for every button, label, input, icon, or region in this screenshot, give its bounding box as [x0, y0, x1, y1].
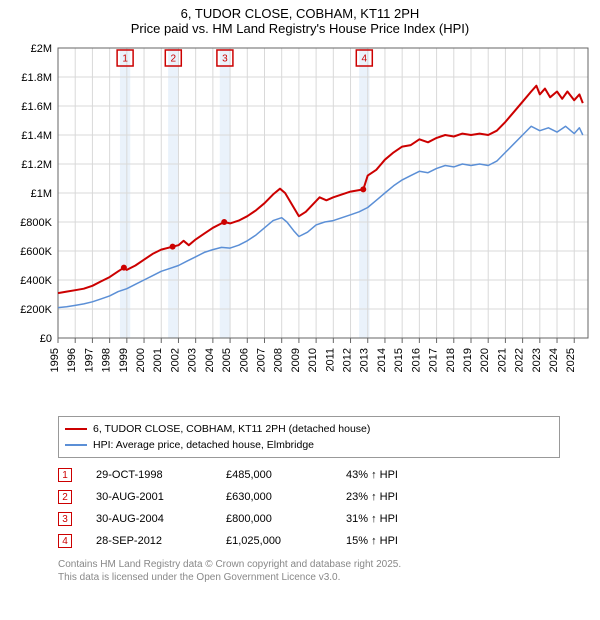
- legend-label: HPI: Average price, detached house, Elmb…: [93, 439, 314, 451]
- svg-text:2: 2: [171, 54, 177, 65]
- legend-swatch: [65, 444, 87, 446]
- svg-text:2024: 2024: [548, 348, 560, 372]
- footer: Contains HM Land Registry data © Crown c…: [58, 558, 600, 584]
- sale-date: 29-OCT-1998: [96, 469, 226, 481]
- table-row: 3 30-AUG-2004 £800,000 31% ↑ HPI: [58, 508, 600, 530]
- sale-pct: 31% ↑ HPI: [346, 513, 446, 525]
- svg-text:2021: 2021: [496, 348, 508, 372]
- svg-text:2012: 2012: [342, 348, 354, 372]
- svg-text:£1.4M: £1.4M: [21, 130, 52, 142]
- svg-text:2001: 2001: [152, 348, 164, 372]
- svg-text:£400K: £400K: [20, 275, 52, 287]
- svg-text:2007: 2007: [255, 348, 267, 372]
- sale-date: 30-AUG-2001: [96, 491, 226, 503]
- svg-text:2010: 2010: [307, 348, 319, 372]
- legend-row: HPI: Average price, detached house, Elmb…: [65, 437, 553, 453]
- chart-container: 6, TUDOR CLOSE, COBHAM, KT11 2PH Price p…: [0, 0, 600, 584]
- svg-text:£0: £0: [40, 333, 52, 345]
- svg-text:£1M: £1M: [31, 188, 52, 200]
- svg-text:2023: 2023: [531, 348, 543, 372]
- sale-price: £630,000: [226, 491, 346, 503]
- chart-svg: £0 £200K £400K £600K £800K £1M £1.2M £1.4M £1.6M…: [0, 38, 600, 408]
- sale-marker-icon: 4: [58, 534, 72, 548]
- sale-price: £800,000: [226, 513, 346, 525]
- sale-marker-icon: 2: [58, 490, 72, 504]
- svg-text:1: 1: [122, 54, 128, 65]
- svg-text:£1.8M: £1.8M: [21, 72, 52, 84]
- svg-text:£1.2M: £1.2M: [21, 159, 52, 171]
- svg-text:2018: 2018: [445, 348, 457, 372]
- table-row: 1 29-OCT-1998 £485,000 43% ↑ HPI: [58, 464, 600, 486]
- svg-text:2000: 2000: [135, 348, 147, 372]
- chart-area: £0 £200K £400K £600K £800K £1M £1.2M £1.4M £1.6M…: [0, 38, 600, 408]
- sale-marker-icon: 1: [58, 468, 72, 482]
- sale-date: 28-SEP-2012: [96, 535, 226, 547]
- legend-swatch: [65, 428, 87, 430]
- svg-text:2019: 2019: [462, 348, 474, 372]
- svg-text:4: 4: [362, 54, 368, 65]
- svg-text:2004: 2004: [204, 348, 216, 372]
- sale-date: 30-AUG-2004: [96, 513, 226, 525]
- svg-text:2003: 2003: [187, 348, 199, 372]
- svg-text:£2M: £2M: [31, 43, 52, 55]
- footer-line: This data is licensed under the Open Gov…: [58, 571, 600, 584]
- svg-text:2002: 2002: [169, 348, 181, 372]
- svg-text:1998: 1998: [101, 348, 113, 372]
- legend-label: 6, TUDOR CLOSE, COBHAM, KT11 2PH (detach…: [93, 423, 370, 435]
- title-address: 6, TUDOR CLOSE, COBHAM, KT11 2PH: [0, 6, 600, 21]
- table-row: 2 30-AUG-2001 £630,000 23% ↑ HPI: [58, 486, 600, 508]
- svg-text:2006: 2006: [238, 348, 250, 372]
- sale-marker-icon: 3: [58, 512, 72, 526]
- svg-text:£800K: £800K: [20, 217, 52, 229]
- sale-pct: 15% ↑ HPI: [346, 535, 446, 547]
- svg-text:2008: 2008: [273, 348, 285, 372]
- svg-text:1996: 1996: [66, 348, 78, 372]
- title-subtitle: Price paid vs. HM Land Registry's House …: [0, 21, 600, 36]
- svg-text:2022: 2022: [514, 348, 526, 372]
- legend: 6, TUDOR CLOSE, COBHAM, KT11 2PH (detach…: [58, 416, 560, 458]
- svg-text:1995: 1995: [49, 348, 61, 372]
- svg-text:2015: 2015: [393, 348, 405, 372]
- svg-text:3: 3: [222, 54, 228, 65]
- svg-text:2011: 2011: [324, 348, 336, 372]
- svg-text:1997: 1997: [83, 348, 95, 372]
- svg-text:2020: 2020: [479, 348, 491, 372]
- sale-pct: 43% ↑ HPI: [346, 469, 446, 481]
- svg-text:2025: 2025: [565, 348, 577, 372]
- sale-price: £485,000: [226, 469, 346, 481]
- title-block: 6, TUDOR CLOSE, COBHAM, KT11 2PH Price p…: [0, 0, 600, 38]
- svg-text:2005: 2005: [221, 348, 233, 372]
- sale-pct: 23% ↑ HPI: [346, 491, 446, 503]
- svg-text:2013: 2013: [359, 348, 371, 372]
- svg-text:£1.6M: £1.6M: [21, 101, 52, 113]
- sales-table: 1 29-OCT-1998 £485,000 43% ↑ HPI 2 30-AU…: [58, 464, 600, 552]
- svg-text:2014: 2014: [376, 348, 388, 372]
- legend-row: 6, TUDOR CLOSE, COBHAM, KT11 2PH (detach…: [65, 421, 553, 437]
- svg-text:2016: 2016: [410, 348, 422, 372]
- footer-line: Contains HM Land Registry data © Crown c…: [58, 558, 600, 571]
- svg-text:£200K: £200K: [20, 304, 52, 316]
- svg-text:2017: 2017: [428, 348, 440, 372]
- svg-text:2009: 2009: [290, 348, 302, 372]
- svg-text:1999: 1999: [118, 348, 130, 372]
- svg-text:£600K: £600K: [20, 246, 52, 258]
- sale-price: £1,025,000: [226, 535, 346, 547]
- table-row: 4 28-SEP-2012 £1,025,000 15% ↑ HPI: [58, 530, 600, 552]
